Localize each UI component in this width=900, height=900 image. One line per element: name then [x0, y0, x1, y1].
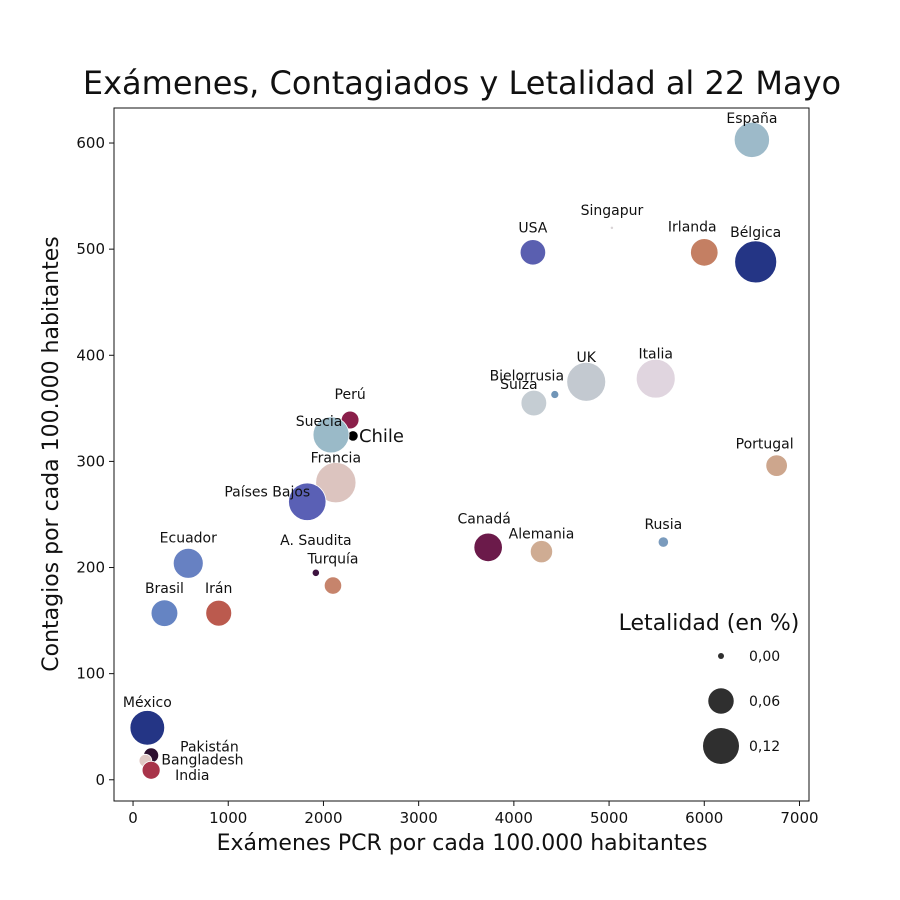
point-méxico [129, 710, 166, 746]
point-uk [566, 361, 607, 402]
point-label: Pakistán [180, 739, 239, 755]
point-francia [315, 462, 357, 504]
point-label: España [726, 111, 777, 127]
point-labels: España Singapur USA Irlanda Bélgica Italia UK B… [123, 111, 794, 784]
point-label: Canadá [458, 511, 511, 527]
point-bélgica [734, 240, 778, 284]
point-label: Suiza [500, 377, 538, 393]
point-label: Italia [638, 347, 673, 363]
point-label: Irán [205, 581, 232, 597]
size-legend: Letalidad (en %) 0,00 0,06 0,12 [619, 611, 800, 765]
legend-size-label: 0,12 [749, 739, 780, 755]
y-tick-label: 600 [76, 134, 105, 152]
point-india [141, 760, 161, 780]
point-usa [519, 239, 547, 266]
point-label: Bangladesh [161, 753, 243, 769]
point-italia [635, 358, 676, 399]
point-label: USA [518, 220, 547, 236]
point-label: Alemania [509, 527, 575, 543]
point-suecia [312, 416, 350, 454]
x-tick-label: 0 [128, 809, 138, 827]
legend-size-label: 0,06 [749, 694, 780, 710]
point-label: Singapur [581, 203, 644, 219]
point-turquía [323, 576, 343, 595]
y-tick-label: 300 [76, 452, 105, 470]
y-tick-label: 500 [76, 240, 105, 258]
x-axis-label: Exámenes PCR por cada 100.000 habitantes [217, 831, 708, 856]
x-tick-label: 3000 [400, 809, 438, 827]
axis-ticks: 0 1000 2000 3000 4000 5000 6000 7000 0 100 200 300 4… [76, 134, 818, 827]
point-label: México [123, 695, 172, 711]
point-label: India [175, 768, 209, 784]
point-canadá [473, 532, 503, 563]
point-label: Brasil [145, 581, 184, 597]
point-singapur [609, 225, 614, 230]
point-bielorrusia [550, 390, 560, 399]
point-label: Suecia [296, 414, 343, 430]
x-tick-label: 6000 [685, 809, 723, 827]
plot-frame [113, 107, 810, 802]
point-label: Ecuador [160, 530, 217, 546]
y-tick-label: 200 [76, 559, 105, 577]
point-irlanda [690, 238, 719, 267]
point-a-saudita [311, 568, 320, 577]
point-label: Bélgica [730, 225, 781, 241]
legend-size-marker [718, 653, 724, 659]
point-brasil [150, 599, 179, 627]
legend-size-marker [708, 688, 734, 714]
point-label: Rusia [644, 517, 682, 533]
legend-size-marker [702, 727, 740, 765]
point-label: Países Bajos [224, 485, 310, 501]
point-label: A. Saudita [280, 533, 351, 549]
chart-title: Exámenes, Contagiados y Letalidad al 22 … [83, 64, 841, 102]
point-label: Irlanda [668, 219, 717, 235]
y-tick-label: 0 [95, 771, 105, 789]
point-label: Chile [359, 426, 404, 447]
legend-size-label: 0,00 [749, 649, 780, 665]
x-tick-label: 1000 [209, 809, 247, 827]
x-tick-label: 5000 [590, 809, 628, 827]
y-tick-label: 100 [76, 665, 105, 683]
point-países-bajos [288, 482, 327, 521]
point-alemania [529, 540, 554, 564]
point-label: Bielorrusia [490, 369, 564, 385]
x-tick-label: 2000 [304, 809, 342, 827]
point-irán [205, 599, 233, 627]
point-portugal [765, 454, 788, 477]
legend-title: Letalidad (en %) [619, 611, 800, 636]
point-label: Francia [311, 451, 361, 467]
y-axis-label: Contagios por cada 100.000 habitantes [39, 236, 64, 672]
point-label: Turquía [306, 552, 358, 568]
x-tick-label: 4000 [495, 809, 533, 827]
point-ecuador [172, 547, 204, 579]
point-suiza [520, 389, 548, 417]
y-tick-label: 400 [76, 346, 105, 364]
point-label: UK [577, 350, 597, 366]
x-tick-label: 7000 [780, 809, 818, 827]
point-label: Portugal [736, 437, 794, 453]
point-rusia [657, 536, 669, 548]
point-label: Perú [335, 387, 366, 403]
point-españa [733, 121, 770, 158]
data-points [129, 121, 788, 780]
